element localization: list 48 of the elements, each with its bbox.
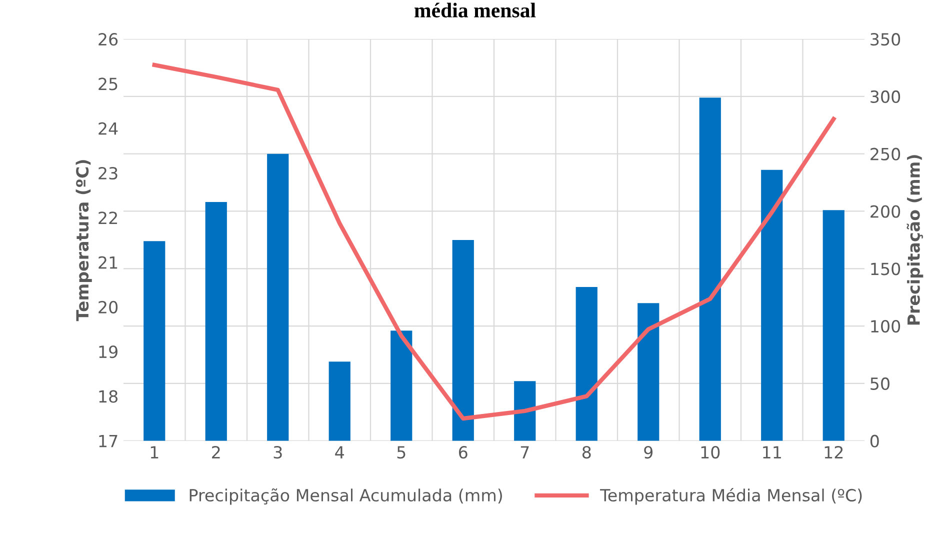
y2-tick-label: 200 xyxy=(870,205,900,218)
bar xyxy=(822,210,844,441)
y-tick-label: 20 xyxy=(98,300,118,314)
bar xyxy=(144,241,166,441)
legend-label: Precipitação Mensal Acumulada (mm) xyxy=(190,488,502,505)
y-axis-title: Temperatura (ºC) xyxy=(76,160,92,322)
bar xyxy=(761,170,783,441)
bar xyxy=(452,240,474,441)
y-tick-label: 23 xyxy=(98,166,118,180)
y-tick-label: 21 xyxy=(98,256,118,269)
x-tick-label: 11 xyxy=(763,446,781,458)
y2-axis-title: Precipitação (mm) xyxy=(906,155,924,325)
bar xyxy=(205,202,227,441)
x-tick-label: 9 xyxy=(644,446,653,459)
bar xyxy=(699,98,721,441)
y2-tick-label: 50 xyxy=(870,377,890,390)
y-tick-label: 18 xyxy=(99,390,118,403)
bar xyxy=(328,362,350,441)
x-tick-label: 2 xyxy=(212,446,220,458)
legend-label: Temperatura Média Mensal (ºC) xyxy=(600,488,862,505)
bar xyxy=(390,330,412,441)
x-tick-label: 3 xyxy=(274,446,282,459)
y-tick-label: 22 xyxy=(98,212,117,224)
y2-tick-label: 250 xyxy=(870,148,900,160)
x-tick-label: 8 xyxy=(582,446,591,459)
y-tick-label: 17 xyxy=(99,435,118,448)
bar xyxy=(576,287,598,441)
bar xyxy=(267,154,289,441)
chart-title: média mensal xyxy=(414,2,536,18)
y-tick-label: 26 xyxy=(98,33,118,46)
y2-tick-label: 100 xyxy=(871,320,900,333)
x-tick-label: 12 xyxy=(824,446,843,458)
y-tick-label: 19 xyxy=(99,346,118,358)
line-series xyxy=(152,62,836,421)
bar xyxy=(514,381,536,441)
x-tick-label: 4 xyxy=(335,446,344,458)
y-tick-label: 25 xyxy=(98,78,118,90)
y2-tick-label: 300 xyxy=(870,90,900,104)
y2-tick-label: 150 xyxy=(871,262,900,276)
bar xyxy=(638,303,660,441)
x-tick-label: 7 xyxy=(520,446,529,458)
x-tick-label: 10 xyxy=(701,446,720,459)
y-tick-label: 24 xyxy=(98,122,118,135)
x-tick-label: 5 xyxy=(397,446,406,459)
x-tick-label: 1 xyxy=(150,446,158,458)
y2-tick-label: 0 xyxy=(870,434,879,448)
x-tick-label: 6 xyxy=(458,446,468,459)
y2-tick-label: 350 xyxy=(870,33,900,46)
